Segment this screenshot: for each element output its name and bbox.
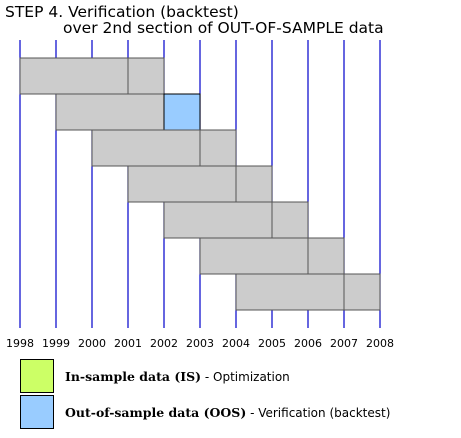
in-sample-block <box>55 93 165 131</box>
out-of-sample-block <box>199 129 237 167</box>
year-label: 2005 <box>258 337 286 350</box>
out-of-sample-block <box>235 165 273 203</box>
year-label: 2007 <box>330 337 358 350</box>
year-label: 2006 <box>294 337 322 350</box>
in-sample-block <box>127 165 237 203</box>
in-sample-block <box>19 57 129 95</box>
in-sample-label: In-sample data (IS) <box>65 368 202 384</box>
out-of-sample-label: Out-of-sample data (OOS) <box>65 404 247 420</box>
year-label: 2008 <box>366 337 394 350</box>
out-of-sample-legend-text: Out-of-sample data (OOS) - Verification … <box>65 405 390 420</box>
title-line-2: over 2nd section of OUT-OF-SAMPLE data <box>63 19 384 37</box>
in-sample-block <box>91 129 201 167</box>
legend-out-of-sample: Out-of-sample data (OOS) - Verification … <box>20 394 390 430</box>
title-line-1: STEP 4. Verification (backtest) <box>5 3 239 21</box>
in-sample-swatch <box>20 359 54 393</box>
out-of-sample-block <box>271 201 309 239</box>
in-sample-block <box>199 237 309 275</box>
out-of-sample-block <box>343 273 381 311</box>
out-of-sample-swatch <box>20 395 54 429</box>
year-label: 2002 <box>150 337 178 350</box>
year-label: 2004 <box>222 337 250 350</box>
out-of-sample-block <box>127 57 165 95</box>
in-sample-block <box>163 201 273 239</box>
year-label: 1998 <box>6 337 34 350</box>
out-of-sample-block <box>307 237 345 275</box>
in-sample-desc: - Optimization <box>201 369 290 384</box>
year-label: 2001 <box>114 337 142 350</box>
out-of-sample-desc: - Verification (backtest) <box>246 405 391 420</box>
year-label: 2003 <box>186 337 214 350</box>
year-label: 2000 <box>78 337 106 350</box>
legend-in-sample: In-sample data (IS) - Optimization <box>20 358 290 394</box>
year-label: 1999 <box>42 337 70 350</box>
in-sample-legend-text: In-sample data (IS) - Optimization <box>65 369 290 384</box>
out-of-sample-block-highlighted <box>163 93 201 131</box>
in-sample-block <box>235 273 345 311</box>
